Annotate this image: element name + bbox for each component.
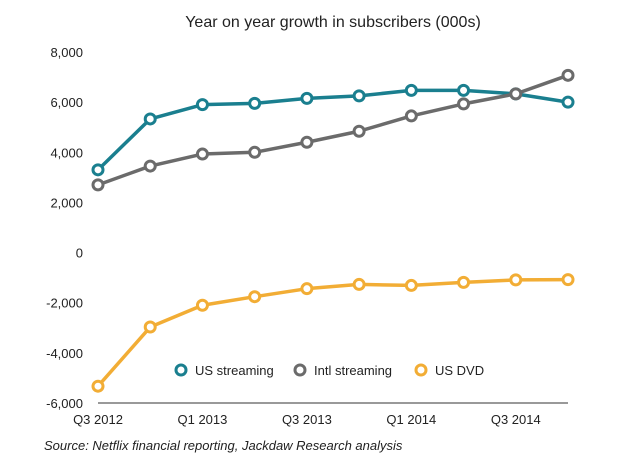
data-point xyxy=(561,68,575,82)
data-point xyxy=(143,112,157,126)
series-2 xyxy=(91,273,575,393)
data-point xyxy=(248,145,262,159)
data-point xyxy=(404,83,418,97)
data-point xyxy=(91,178,105,192)
data-point xyxy=(195,98,209,112)
data-point xyxy=(561,273,575,287)
x-tick-label: Q3 2014 xyxy=(491,412,541,427)
series-1 xyxy=(91,68,575,192)
data-point xyxy=(457,83,471,97)
series-line xyxy=(96,73,570,187)
legend-label: US streaming xyxy=(195,363,274,378)
data-point xyxy=(91,163,105,177)
y-tick-label: -2,000 xyxy=(46,296,83,311)
y-tick-label: -6,000 xyxy=(46,396,83,411)
x-tick-label: Q3 2013 xyxy=(282,412,332,427)
data-point xyxy=(300,135,314,149)
legend: US streaming Intl streaming US DVD xyxy=(174,363,484,378)
x-tick-label: Q3 2012 xyxy=(73,412,123,427)
data-point xyxy=(404,278,418,292)
y-tick-label: 6,000 xyxy=(50,95,83,110)
data-point xyxy=(143,320,157,334)
series-line xyxy=(96,88,570,172)
legend-label: Intl streaming xyxy=(314,363,392,378)
data-point xyxy=(457,97,471,111)
y-tick-label: -4,000 xyxy=(46,346,83,361)
data-point xyxy=(248,96,262,110)
x-tick-label: Q1 2014 xyxy=(386,412,436,427)
data-point xyxy=(509,273,523,287)
y-axis: 8,000 6,000 4,000 2,000 0 -2,000 -4,000 -6,000 xyxy=(46,45,83,411)
series-0 xyxy=(91,83,575,177)
data-point xyxy=(404,109,418,123)
data-point xyxy=(248,290,262,304)
legend-marker xyxy=(293,363,307,377)
data-point xyxy=(352,277,366,291)
legend-marker xyxy=(414,363,428,377)
legend-marker xyxy=(174,363,188,377)
series-line xyxy=(96,277,570,388)
legend-label: US DVD xyxy=(435,363,484,378)
data-point xyxy=(300,91,314,105)
data-point xyxy=(195,147,209,161)
y-tick-label: 2,000 xyxy=(50,195,83,210)
data-point xyxy=(195,298,209,312)
y-tick-label: 4,000 xyxy=(50,145,83,160)
data-point xyxy=(300,282,314,296)
source-note: Source: Netflix financial reporting, Jac… xyxy=(44,438,403,453)
data-point xyxy=(352,124,366,138)
data-point xyxy=(352,89,366,103)
legend-item: US DVD xyxy=(414,363,484,378)
x-tick-label: Q1 2013 xyxy=(178,412,228,427)
data-point xyxy=(561,95,575,109)
x-axis: Q3 2012 Q1 2013 Q3 2013 Q1 2014 Q3 2014 xyxy=(73,402,568,427)
legend-item: Intl streaming xyxy=(293,363,392,378)
data-point xyxy=(457,275,471,289)
legend-item: US streaming xyxy=(174,363,274,378)
data-point xyxy=(143,159,157,173)
data-point xyxy=(509,87,523,101)
chart-title: Year on year growth in subscribers (000s… xyxy=(185,14,481,31)
y-tick-label: 0 xyxy=(76,246,83,261)
data-point xyxy=(91,379,105,393)
series-layer xyxy=(91,68,575,393)
y-tick-label: 8,000 xyxy=(50,45,83,60)
